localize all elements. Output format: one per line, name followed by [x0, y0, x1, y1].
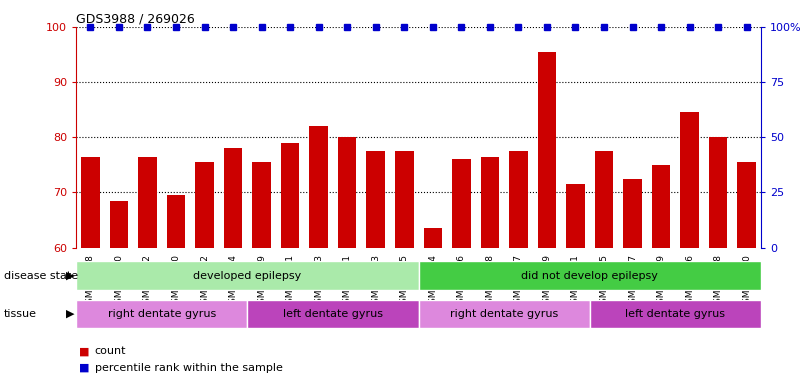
Bar	[76, 300, 248, 328]
Bar	[481, 157, 499, 248]
Text: ■: ■	[78, 346, 89, 356]
Text: right dentate gyrus: right dentate gyrus	[107, 309, 215, 319]
Text: ■: ■	[78, 363, 89, 373]
Bar	[418, 261, 761, 290]
Text: disease state: disease state	[4, 271, 78, 281]
Bar	[366, 151, 385, 248]
Text: ▶: ▶	[66, 309, 74, 319]
Text: right dentate gyrus: right dentate gyrus	[450, 309, 558, 319]
Bar	[281, 143, 300, 248]
Bar	[81, 157, 99, 248]
Bar	[248, 300, 418, 328]
Text: GDS3988 / 269026: GDS3988 / 269026	[76, 13, 195, 26]
Bar	[652, 165, 670, 248]
Bar	[590, 300, 761, 328]
Bar	[76, 261, 418, 290]
Text: ▶: ▶	[66, 271, 74, 281]
Text: percentile rank within the sample: percentile rank within the sample	[95, 363, 283, 373]
Text: left dentate gyrus: left dentate gyrus	[283, 309, 383, 319]
Bar	[509, 151, 528, 248]
Bar	[680, 113, 699, 248]
Bar	[709, 137, 727, 248]
Bar	[395, 151, 413, 248]
Bar	[138, 157, 157, 248]
Bar	[738, 162, 756, 248]
Bar	[309, 126, 328, 248]
Bar	[418, 300, 590, 328]
Bar	[338, 137, 356, 248]
Text: left dentate gyrus: left dentate gyrus	[626, 309, 726, 319]
Bar	[566, 184, 585, 248]
Bar	[424, 228, 442, 248]
Text: developed epilepsy: developed epilepsy	[193, 270, 301, 281]
Bar	[452, 159, 471, 248]
Bar	[110, 201, 128, 248]
Text: tissue: tissue	[4, 309, 37, 319]
Bar	[195, 162, 214, 248]
Bar	[167, 195, 185, 248]
Bar	[223, 148, 243, 248]
Bar	[594, 151, 614, 248]
Text: did not develop epilepsy: did not develop epilepsy	[521, 270, 658, 281]
Bar	[537, 52, 556, 248]
Text: count: count	[95, 346, 126, 356]
Bar	[252, 162, 271, 248]
Bar	[623, 179, 642, 248]
